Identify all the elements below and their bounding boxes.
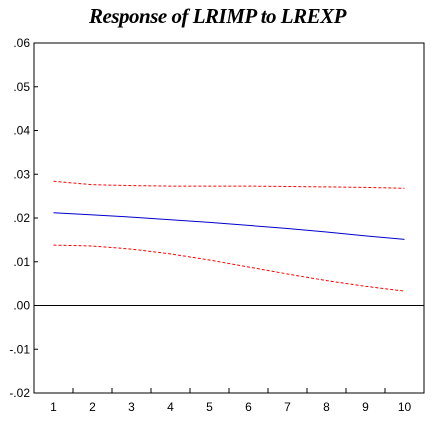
x-tick-label: 1: [50, 400, 57, 414]
y-tick-label: .01: [13, 255, 30, 269]
y-tick-label: .05: [13, 80, 30, 94]
lower-band-line: [53, 244, 405, 292]
x-tick-label: 6: [245, 400, 252, 414]
y-tick-label: .02: [13, 211, 30, 225]
upper-band-line: [53, 180, 405, 189]
x-tick-label: 4: [167, 400, 174, 414]
x-tick-label: 8: [323, 400, 330, 414]
y-tick-label: -.02: [9, 386, 30, 400]
x-tick-label: 5: [206, 400, 213, 414]
x-tick-label: 10: [398, 400, 412, 414]
plot-frame: [33, 42, 425, 394]
y-tick-label: .04: [13, 124, 30, 138]
response-line: [53, 212, 405, 240]
y-tick-label: .00: [13, 299, 30, 313]
y-tick-label: .03: [13, 167, 30, 181]
y-tick-label: .06: [13, 36, 30, 50]
chart-title: Response of LRIMP to LREXP: [89, 4, 346, 28]
y-tick-label: -.01: [9, 342, 30, 356]
x-tick-label: 3: [128, 400, 135, 414]
x-tick-label: 2: [89, 400, 96, 414]
x-tick-label: 7: [284, 400, 291, 414]
x-tick-label: 9: [362, 400, 369, 414]
